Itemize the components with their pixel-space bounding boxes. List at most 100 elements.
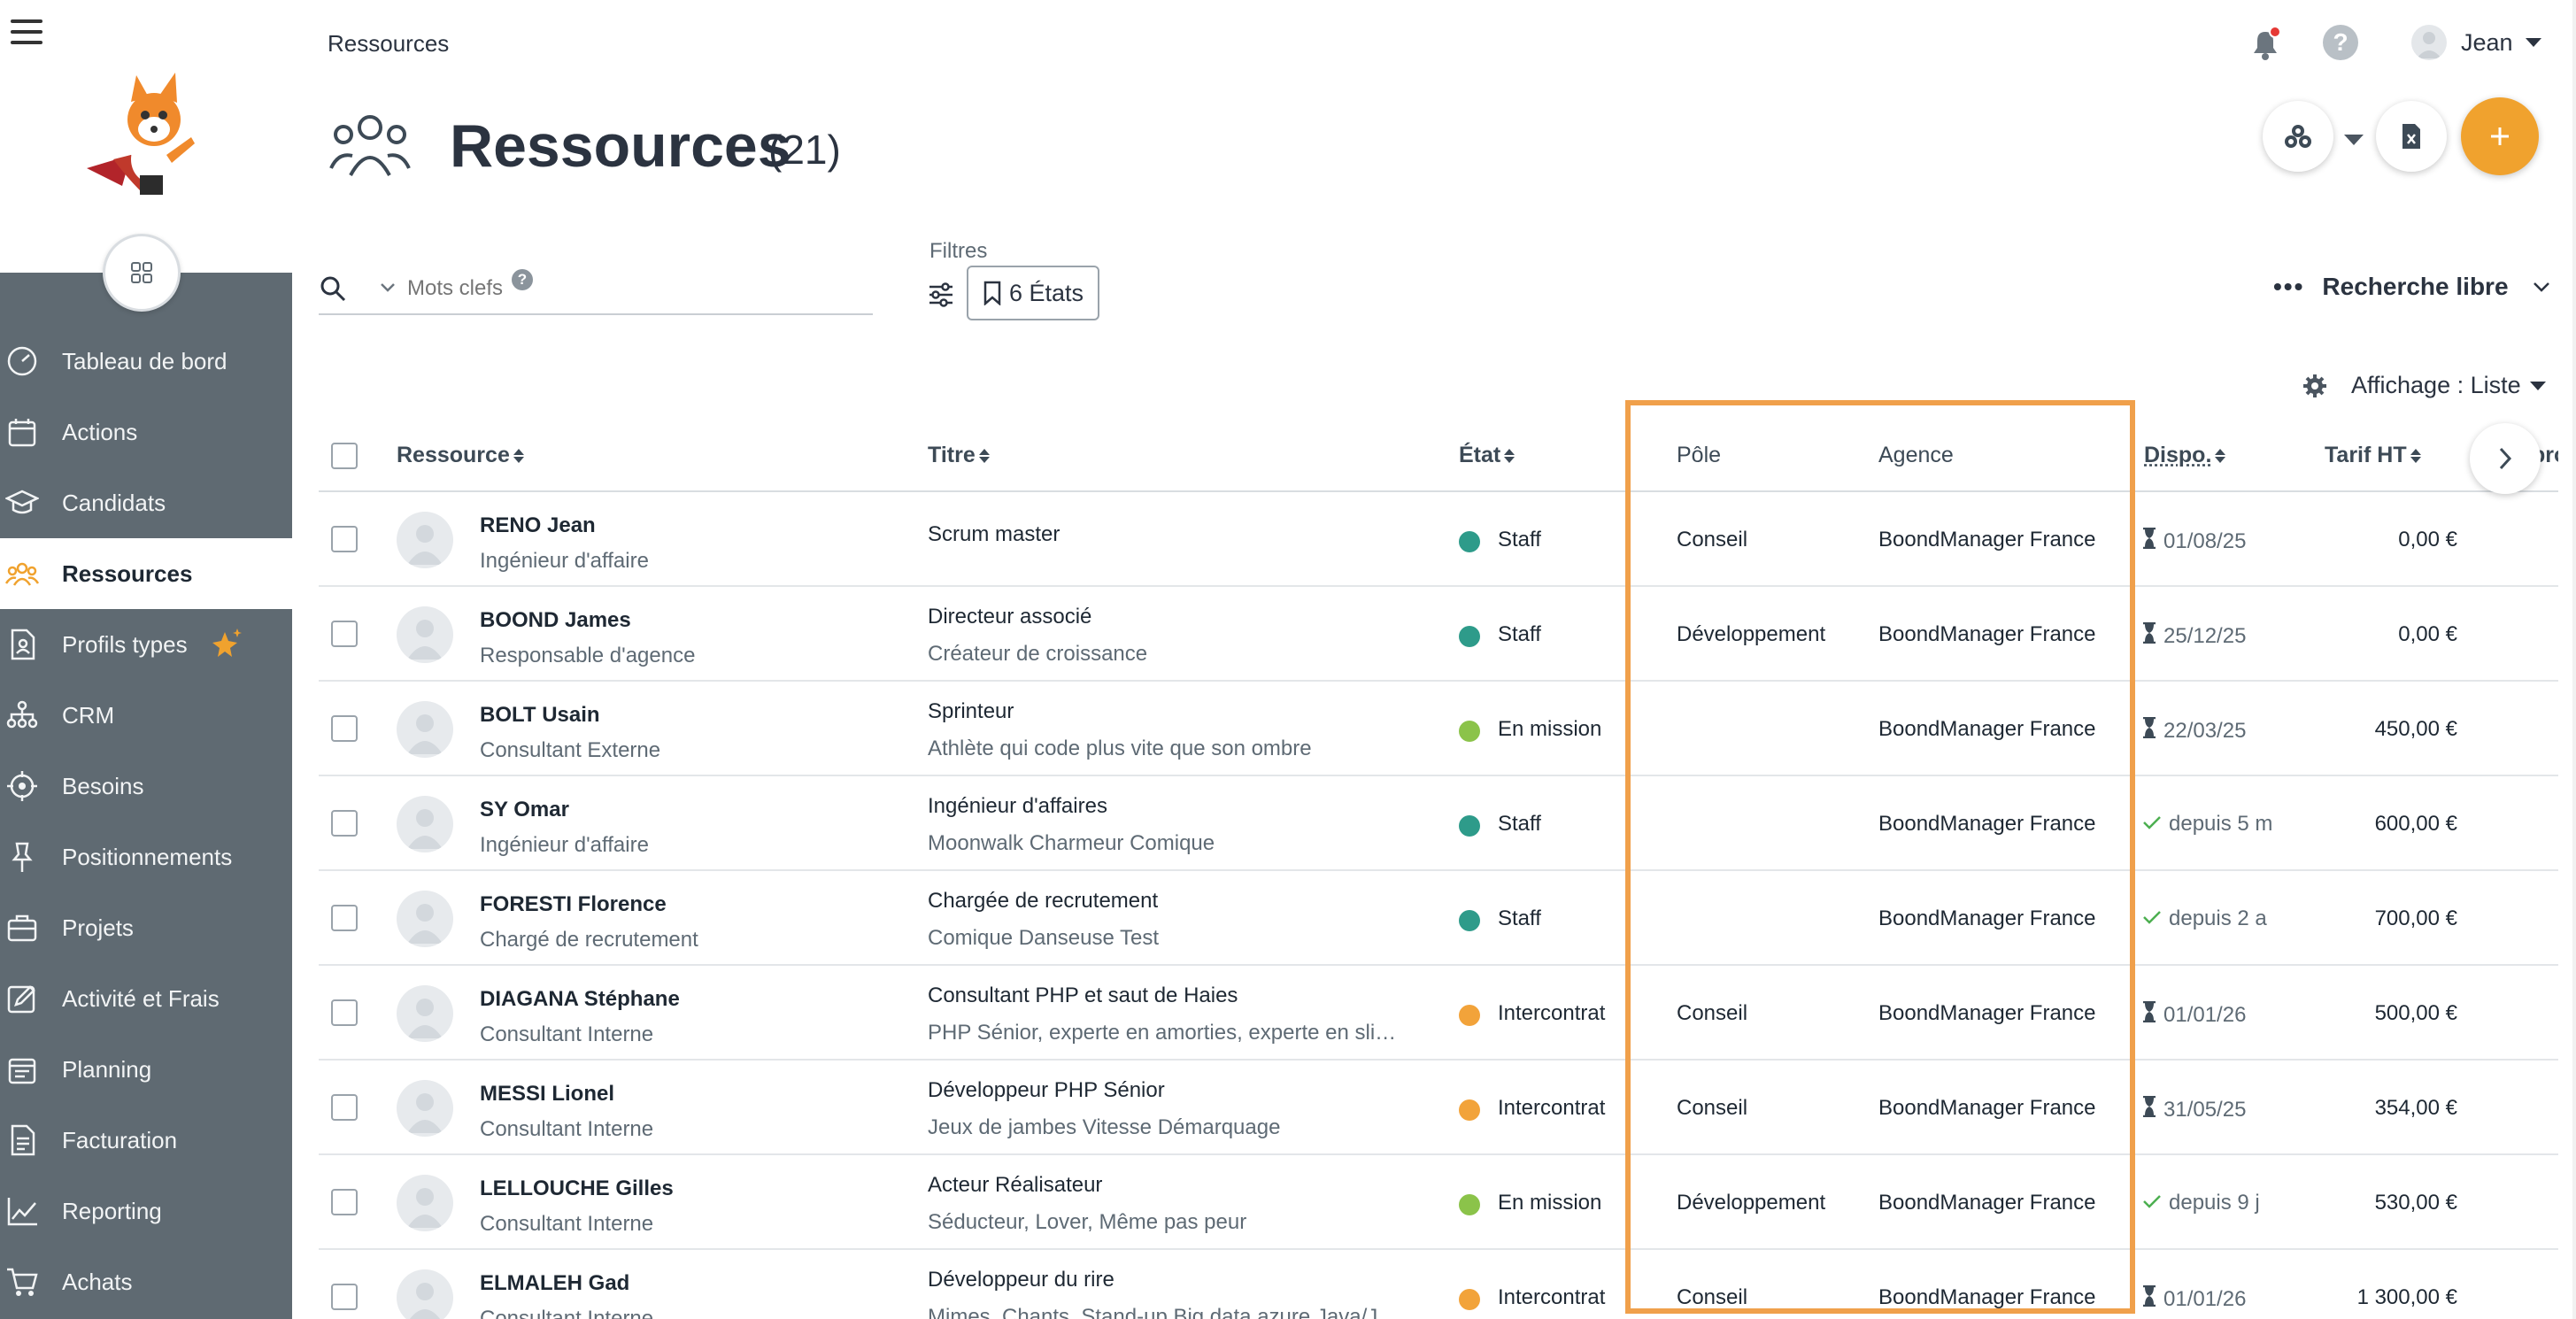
resource-name-link[interactable]: BOOND James [480, 608, 631, 632]
sidebar-item-ressources[interactable]: Ressources [0, 538, 292, 609]
row-checkbox[interactable] [331, 526, 358, 552]
pole-value: Conseil [1677, 528, 1748, 552]
pole-value: Conseil [1677, 1096, 1748, 1120]
free-search-label: Recherche libre [2322, 273, 2509, 300]
sidebar-item-planning[interactable]: Planning [0, 1034, 292, 1105]
sidebar-item-activite-et-frais[interactable]: Activité et Frais [0, 963, 292, 1034]
sidebar-item-facturation[interactable]: Facturation [0, 1105, 292, 1176]
row-checkbox[interactable] [331, 1189, 358, 1215]
actions-menu-button[interactable] [2263, 101, 2333, 172]
sidebar-item-label: CRM [62, 701, 115, 729]
apps-grid-button[interactable] [103, 234, 181, 312]
row-checkbox[interactable] [331, 999, 358, 1026]
avatar[interactable] [397, 985, 453, 1042]
sidebar-item-candidats[interactable]: Candidats [0, 467, 292, 538]
help-icon[interactable]: ? [512, 269, 533, 290]
avatar[interactable] [397, 512, 453, 568]
sidebar-item-label: Actions [62, 418, 138, 445]
tarif-value: 0,00 € [2398, 528, 2457, 552]
column-header-titre[interactable]: Titre [928, 443, 990, 468]
check-icon [2143, 816, 2161, 829]
table-row[interactable]: BOOND James Responsable d'agence Directe… [319, 587, 2558, 682]
sidebar-item-crm[interactable]: CRM [0, 680, 292, 751]
avatar[interactable] [397, 606, 453, 663]
tarif-value: 600,00 € [2374, 812, 2457, 836]
status-dot [1459, 1005, 1480, 1026]
sidebar-item-profils-types[interactable]: Profils types [0, 609, 292, 680]
avatar[interactable] [397, 1175, 453, 1231]
notification-bell-icon[interactable] [2247, 25, 2284, 62]
tarif-value: 0,00 € [2398, 622, 2457, 646]
export-button[interactable] [2376, 101, 2447, 172]
search-input[interactable] [407, 276, 761, 301]
row-checkbox[interactable] [331, 905, 358, 931]
breadcrumb: Ressources [328, 30, 450, 57]
gear-icon[interactable] [2302, 373, 2328, 399]
availability-text: 31/05/25 [2163, 1097, 2247, 1122]
column-header-tarif[interactable]: Tarif HT [2325, 443, 2421, 468]
sliders-icon[interactable] [928, 282, 954, 308]
sidebar-item-achats[interactable]: Achats [0, 1246, 292, 1317]
resource-name-link[interactable]: SY Omar [480, 798, 569, 821]
scroll-columns-right-button[interactable] [2470, 423, 2541, 494]
table-row[interactable]: DIAGANA Stéphane Consultant Interne Cons… [319, 966, 2558, 1061]
fox-logo[interactable] [78, 71, 202, 204]
row-checkbox[interactable] [331, 715, 358, 742]
chevron-down-icon[interactable] [2344, 135, 2364, 145]
table-row[interactable]: FORESTI Florence Chargé de recrutement C… [319, 871, 2558, 966]
resource-role: Responsable d'agence [480, 644, 696, 667]
row-checkbox[interactable] [331, 621, 358, 647]
display-mode-selector[interactable]: Affichage : Liste [2302, 372, 2546, 399]
chevron-down-icon[interactable] [379, 282, 397, 294]
resource-subtitle: Créateur de croissance [928, 642, 1148, 666]
column-header-dispo[interactable]: Dispo. [2144, 443, 2226, 468]
resource-title: Consultant PHP et saut de Haies [928, 983, 1238, 1007]
resource-name-link[interactable]: ELMALEH Gad [480, 1271, 630, 1295]
page-scrollbar[interactable] [2572, 0, 2576, 1319]
availability-value: depuis 9 j [2142, 1191, 2260, 1215]
resource-name-link[interactable]: FORESTI Florence [480, 892, 667, 916]
column-header-etat[interactable]: État [1459, 443, 1516, 468]
resource-name-link[interactable]: MESSI Lionel [480, 1082, 615, 1106]
sidebar-item-reporting[interactable]: Reporting [0, 1176, 292, 1246]
avatar[interactable] [397, 1080, 453, 1137]
row-checkbox[interactable] [331, 810, 358, 837]
table-row[interactable]: MESSI Lionel Consultant Interne Développ… [319, 1061, 2558, 1155]
table-row[interactable]: RENO Jean Ingénieur d'affaire Scrum mast… [319, 492, 2558, 587]
sidebar-item-positionnements[interactable]: Positionnements [0, 821, 292, 892]
row-checkbox[interactable] [331, 1284, 358, 1310]
pin-icon [12, 842, 33, 872]
avatar[interactable] [397, 796, 453, 852]
sidebar-item-tableau-de-bord[interactable]: Tableau de bord [0, 326, 292, 397]
avatar[interactable] [397, 891, 453, 947]
select-all-checkbox[interactable] [331, 443, 358, 469]
avatar[interactable] [397, 1269, 453, 1319]
add-resource-button[interactable] [2461, 97, 2539, 175]
states-filter-button[interactable]: 6 États [967, 266, 1100, 320]
table-row[interactable]: BOLT Usain Consultant Externe Sprinteur … [319, 682, 2558, 776]
resource-name-link[interactable]: BOLT Usain [480, 703, 600, 727]
tarif-value: 500,00 € [2374, 1001, 2457, 1025]
row-checkbox[interactable] [331, 1094, 358, 1121]
search-icon[interactable] [319, 274, 347, 303]
column-label: Tarif HT [2325, 443, 2407, 467]
free-search-toggle[interactable]: ••• Recherche libre [2273, 273, 2551, 301]
resource-name-link[interactable]: LELLOUCHE Gilles [480, 1176, 674, 1200]
sidebar-item-besoins[interactable]: Besoins [0, 751, 292, 821]
table-row[interactable]: LELLOUCHE Gilles Consultant Interne Acte… [319, 1155, 2558, 1250]
grid-icon [131, 262, 152, 283]
hamburger-menu-icon[interactable] [11, 19, 42, 46]
table-row[interactable]: ELMALEH Gad Consultant Interne Développe… [319, 1250, 2558, 1319]
help-icon[interactable]: ? [2323, 25, 2358, 60]
resource-name-link[interactable]: DIAGANA Stéphane [480, 987, 680, 1011]
status-dot [1459, 626, 1480, 647]
avatar[interactable] [397, 701, 453, 758]
calendar-icon [8, 419, 36, 447]
sidebar-item-actions[interactable]: Actions [0, 397, 292, 467]
user-menu[interactable]: Jean [2411, 25, 2541, 60]
people-icon [5, 562, 39, 586]
column-header-ressource[interactable]: Ressource [397, 443, 524, 468]
table-row[interactable]: SY Omar Ingénieur d'affaire Ingénieur d'… [319, 776, 2558, 871]
resource-name-link[interactable]: RENO Jean [480, 513, 596, 537]
sidebar-item-projets[interactable]: Projets [0, 892, 292, 963]
